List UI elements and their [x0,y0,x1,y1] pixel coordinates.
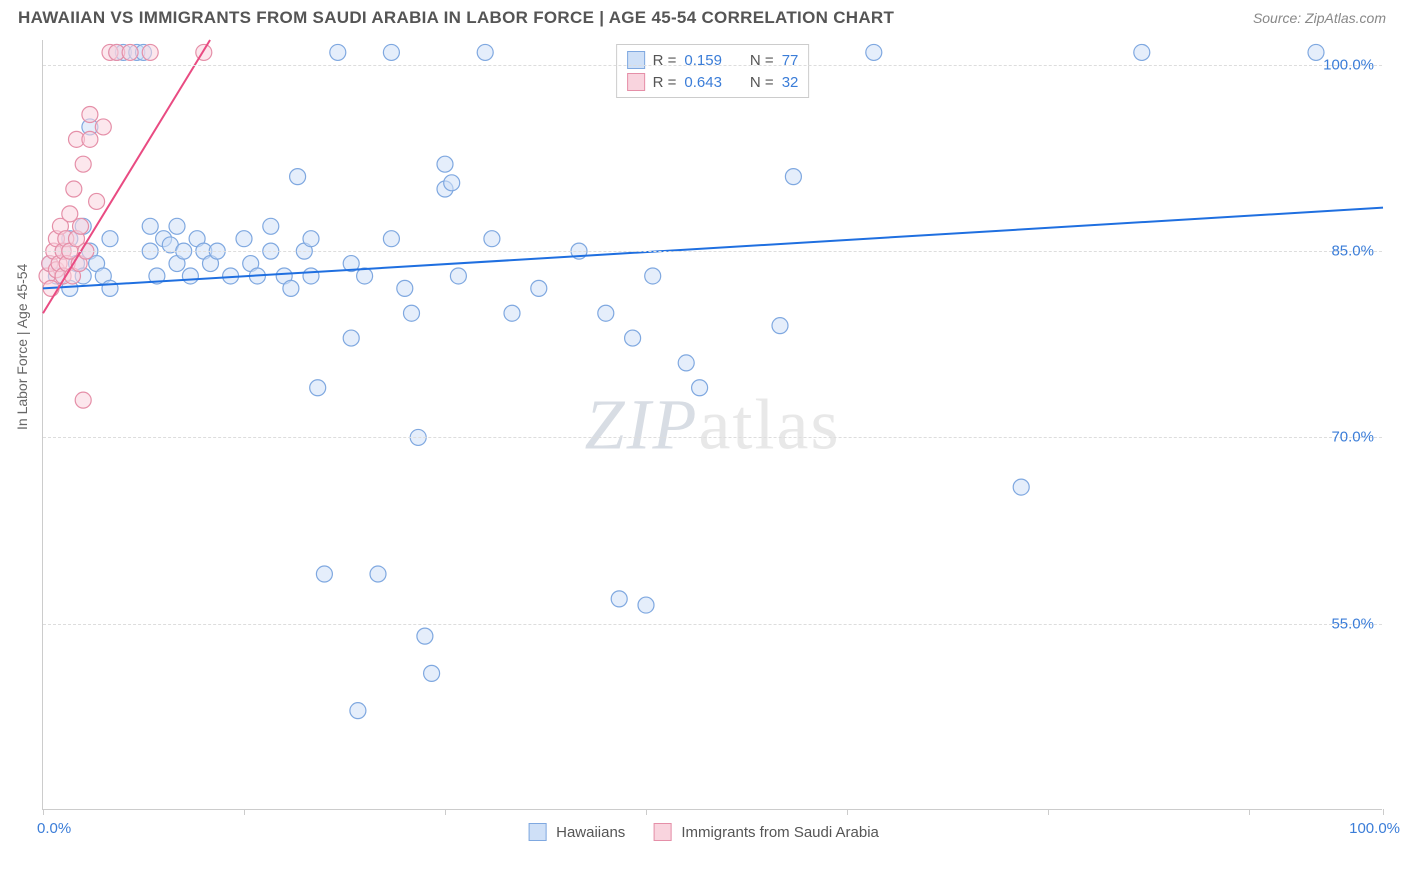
data-point [75,392,91,408]
data-point [102,280,118,296]
legend-n-label: N = [750,52,774,69]
data-point [102,231,118,247]
data-point [598,305,614,321]
data-point [504,305,520,321]
scatter-svg [43,40,1382,809]
legend-n-value: 32 [782,74,799,91]
data-point [263,218,279,234]
chart-title: HAWAIIAN VS IMMIGRANTS FROM SAUDI ARABIA… [18,8,894,28]
trend-line [43,208,1383,289]
legend-r-label: R = [653,74,677,91]
data-point [303,231,319,247]
data-point [142,44,158,60]
legend-swatch [627,51,645,69]
legend-r-value: 0.643 [684,74,722,91]
data-point [866,44,882,60]
series-legend: Hawaiians Immigrants from Saudi Arabia [528,823,897,841]
y-tick-label: 100.0% [1323,56,1374,73]
x-tick [1383,809,1384,815]
legend-row: R = 0.159 N = 77 [627,49,799,71]
data-point [236,231,252,247]
plot-area: ZIPatlas R =0.159N =77R =0.643N =32 Hawa… [42,40,1382,810]
data-point [283,280,299,296]
data-point [625,330,641,346]
data-point [692,380,708,396]
x-tick [43,809,44,815]
y-tick-label: 85.0% [1331,243,1374,260]
data-point [350,703,366,719]
data-point [330,44,346,60]
legend-row: R = 0.643 N = 32 [627,71,799,93]
data-point [370,566,386,582]
chart-header: HAWAIIAN VS IMMIGRANTS FROM SAUDI ARABIA… [0,0,1406,34]
legend-n-value: 77 [782,52,799,69]
data-point [477,44,493,60]
x-tick [1249,809,1250,815]
legend-swatch [528,823,546,841]
correlation-legend: R = 0.159 N = 77 R = 0.643 N = 32 [616,44,810,98]
chart-source: Source: ZipAtlas.com [1253,10,1386,26]
data-point [444,175,460,191]
legend-series-label: Immigrants from Saudi Arabia [681,824,879,841]
data-point [484,231,500,247]
data-point [142,218,158,234]
data-point [182,268,198,284]
legend-series-label: Hawaiians [556,824,625,841]
data-point [772,318,788,334]
data-point [1134,44,1150,60]
data-point [678,355,694,371]
data-point [169,218,185,234]
data-point [785,169,801,185]
legend-swatch [627,73,645,91]
data-point [316,566,332,582]
data-point [437,156,453,172]
data-point [645,268,661,284]
legend-r-value: 0.159 [684,52,722,69]
data-point [82,131,98,147]
data-point [531,280,547,296]
data-point [343,330,359,346]
gridline [43,251,1382,252]
gridline [43,437,1382,438]
data-point [397,280,413,296]
x-axis-min-label: 0.0% [37,820,71,837]
x-tick [646,809,647,815]
data-point [1308,44,1324,60]
legend-r-label: R = [653,52,677,69]
x-tick [445,809,446,815]
legend-n-label: N = [750,74,774,91]
x-axis-max-label: 100.0% [1349,820,1400,837]
data-point [638,597,654,613]
data-point [417,628,433,644]
data-point [404,305,420,321]
data-point [66,181,82,197]
data-point [73,218,89,234]
y-tick-label: 70.0% [1331,429,1374,446]
data-point [82,107,98,123]
data-point [290,169,306,185]
data-point [611,591,627,607]
data-point [450,268,466,284]
x-tick [847,809,848,815]
data-point [95,119,111,135]
y-tick-label: 55.0% [1331,615,1374,632]
data-point [1013,479,1029,495]
data-point [424,665,440,681]
y-axis-label: In Labor Force | Age 45-54 [14,264,30,430]
legend-swatch [653,823,671,841]
data-point [357,268,373,284]
data-point [383,231,399,247]
gridline [43,624,1382,625]
gridline [43,65,1382,66]
data-point [310,380,326,396]
data-point [89,193,105,209]
x-tick [244,809,245,815]
x-tick [1048,809,1049,815]
data-point [383,44,399,60]
data-point [75,156,91,172]
data-point [122,44,138,60]
data-point [303,268,319,284]
